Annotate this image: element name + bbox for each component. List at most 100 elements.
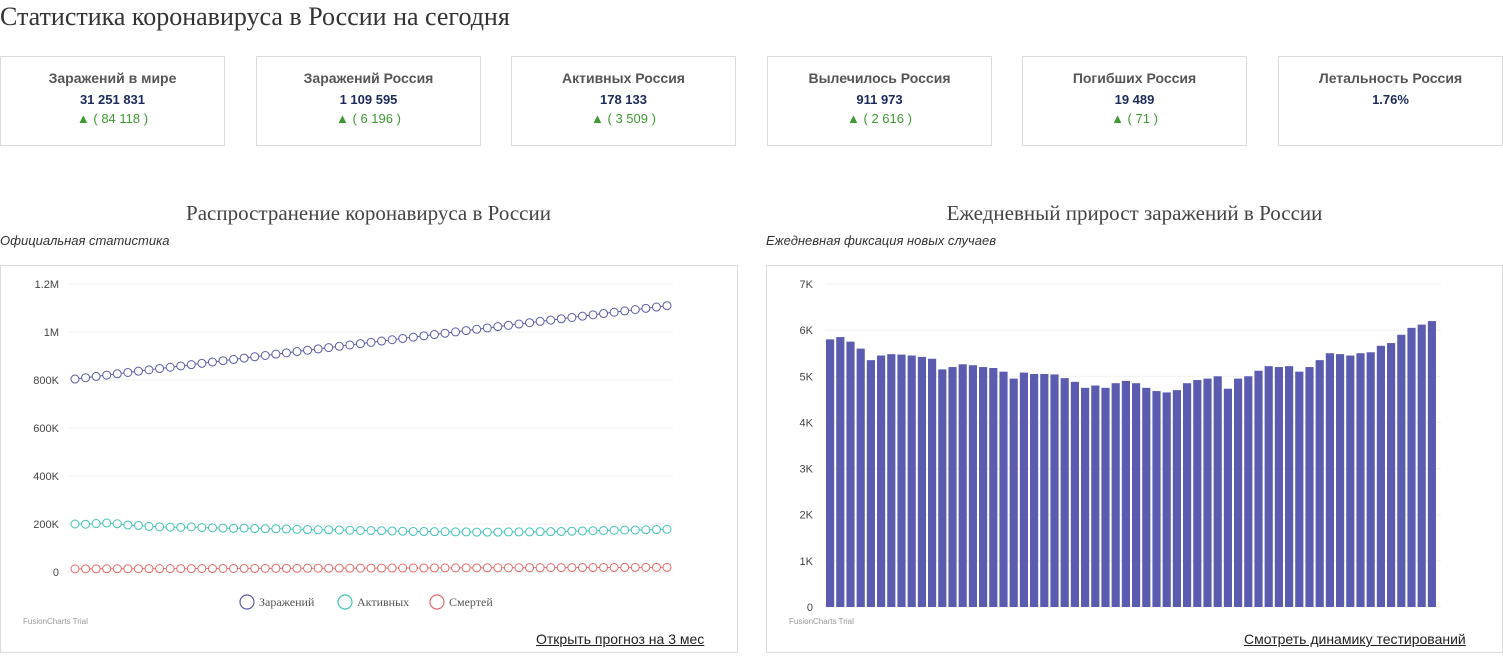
data-point[interactable] bbox=[165, 522, 175, 532]
bar[interactable] bbox=[846, 341, 855, 607]
data-point[interactable] bbox=[662, 301, 672, 311]
bar[interactable] bbox=[917, 356, 926, 607]
data-point[interactable] bbox=[123, 520, 133, 530]
data-point[interactable] bbox=[588, 526, 598, 536]
data-point[interactable] bbox=[250, 563, 260, 573]
bar[interactable] bbox=[1070, 381, 1079, 607]
data-point[interactable] bbox=[239, 353, 249, 363]
bar[interactable] bbox=[866, 360, 875, 607]
data-point[interactable] bbox=[260, 524, 270, 534]
data-point[interactable] bbox=[186, 360, 196, 370]
data-point[interactable] bbox=[662, 562, 672, 572]
data-point[interactable] bbox=[133, 520, 143, 530]
bar[interactable] bbox=[1244, 376, 1253, 607]
data-point[interactable] bbox=[176, 361, 186, 371]
data-point[interactable] bbox=[493, 527, 503, 537]
data-point[interactable] bbox=[451, 563, 461, 573]
data-point[interactable] bbox=[70, 564, 80, 574]
data-point[interactable] bbox=[630, 525, 640, 535]
data-point[interactable] bbox=[345, 340, 355, 350]
bar[interactable] bbox=[979, 367, 988, 607]
data-point[interactable] bbox=[651, 302, 661, 312]
data-point[interactable] bbox=[408, 332, 418, 342]
bar[interactable] bbox=[1366, 352, 1375, 607]
data-point[interactable] bbox=[429, 527, 439, 537]
bar[interactable] bbox=[1295, 371, 1304, 607]
data-point[interactable] bbox=[514, 563, 524, 573]
data-point[interactable] bbox=[144, 521, 154, 531]
data-point[interactable] bbox=[197, 564, 207, 574]
bar[interactable] bbox=[1397, 334, 1406, 607]
data-point[interactable] bbox=[620, 525, 630, 535]
bar[interactable] bbox=[1407, 327, 1416, 607]
data-point[interactable] bbox=[260, 350, 270, 360]
data-point[interactable] bbox=[556, 526, 566, 536]
data-point[interactable] bbox=[91, 371, 101, 381]
bar[interactable] bbox=[1101, 387, 1110, 607]
data-point[interactable] bbox=[334, 525, 344, 535]
data-point[interactable] bbox=[525, 318, 535, 328]
data-point[interactable] bbox=[472, 563, 482, 573]
legend-item[interactable]: Активных bbox=[337, 594, 409, 610]
bar[interactable] bbox=[1162, 392, 1171, 607]
bar[interactable] bbox=[1050, 374, 1059, 607]
data-point[interactable] bbox=[630, 562, 640, 572]
data-point[interactable] bbox=[440, 563, 450, 573]
data-point[interactable] bbox=[429, 563, 439, 573]
data-point[interactable] bbox=[472, 527, 482, 537]
bar[interactable] bbox=[1091, 385, 1100, 607]
data-point[interactable] bbox=[91, 564, 101, 574]
data-point[interactable] bbox=[493, 563, 503, 573]
bar[interactable] bbox=[1336, 354, 1345, 607]
bar[interactable] bbox=[1183, 383, 1192, 607]
bar[interactable] bbox=[1009, 378, 1018, 607]
data-point[interactable] bbox=[292, 563, 302, 573]
data-point[interactable] bbox=[70, 519, 80, 529]
bar[interactable] bbox=[1081, 387, 1090, 607]
bar[interactable] bbox=[1274, 367, 1283, 607]
data-point[interactable] bbox=[503, 563, 513, 573]
bar[interactable] bbox=[1111, 383, 1120, 607]
data-point[interactable] bbox=[81, 519, 91, 529]
data-point[interactable] bbox=[281, 563, 291, 573]
data-point[interactable] bbox=[271, 524, 281, 534]
data-point[interactable] bbox=[345, 525, 355, 535]
data-point[interactable] bbox=[493, 322, 503, 332]
data-point[interactable] bbox=[609, 525, 619, 535]
data-point[interactable] bbox=[133, 564, 143, 574]
bar[interactable] bbox=[1040, 373, 1049, 607]
bar[interactable] bbox=[836, 337, 845, 607]
data-point[interactable] bbox=[345, 563, 355, 573]
data-point[interactable] bbox=[366, 563, 376, 573]
data-point[interactable] bbox=[144, 564, 154, 574]
data-point[interactable] bbox=[641, 562, 651, 572]
bar[interactable] bbox=[1264, 366, 1273, 607]
bar[interactable] bbox=[877, 355, 886, 607]
data-point[interactable] bbox=[641, 525, 651, 535]
data-point[interactable] bbox=[567, 526, 577, 536]
bar[interactable] bbox=[1346, 355, 1355, 607]
data-point[interactable] bbox=[112, 564, 122, 574]
data-point[interactable] bbox=[176, 522, 186, 532]
bar[interactable] bbox=[907, 355, 916, 607]
data-point[interactable] bbox=[387, 526, 397, 536]
data-point[interactable] bbox=[324, 343, 334, 353]
data-point[interactable] bbox=[525, 527, 535, 537]
data-point[interactable] bbox=[218, 523, 228, 533]
data-point[interactable] bbox=[556, 563, 566, 573]
data-point[interactable] bbox=[281, 348, 291, 358]
data-point[interactable] bbox=[398, 333, 408, 343]
data-point[interactable] bbox=[91, 519, 101, 529]
data-point[interactable] bbox=[503, 527, 513, 537]
data-point[interactable] bbox=[525, 563, 535, 573]
data-point[interactable] bbox=[429, 330, 439, 340]
data-point[interactable] bbox=[292, 347, 302, 357]
data-point[interactable] bbox=[577, 311, 587, 321]
bar[interactable] bbox=[968, 365, 977, 607]
data-point[interactable] bbox=[207, 523, 217, 533]
data-point[interactable] bbox=[218, 356, 228, 366]
data-point[interactable] bbox=[440, 328, 450, 338]
data-point[interactable] bbox=[155, 364, 165, 374]
data-point[interactable] bbox=[155, 522, 165, 532]
data-point[interactable] bbox=[514, 527, 524, 537]
